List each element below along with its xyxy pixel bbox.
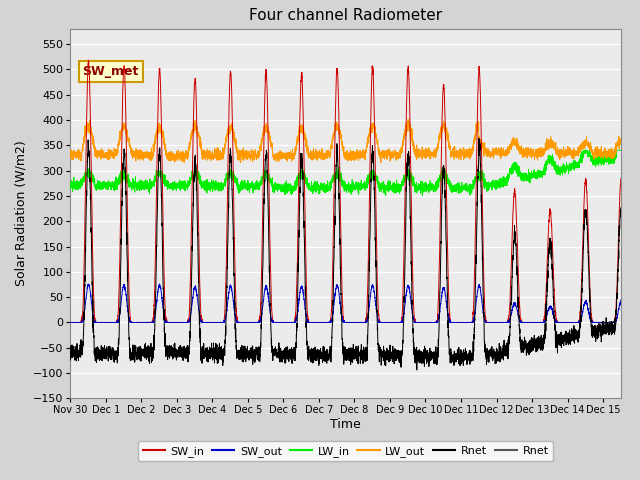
Rnet [325,353,333,359]
SW_out [617,297,625,303]
SW_in [166,320,173,325]
Rnet [325,353,333,359]
Line: SW_out: SW_out [70,284,621,323]
SW_out [616,300,624,305]
Rnet [500,349,508,355]
Title: Four channel Radiometer: Four channel Radiometer [249,9,442,24]
Rnet [469,358,477,363]
LW_in [166,182,173,188]
Y-axis label: Solar Radiation (W/m2): Solar Radiation (W/m2) [15,141,28,287]
Rnet [413,367,420,373]
Rnet [617,205,625,211]
Rnet [500,349,508,355]
SW_in [438,102,446,108]
Line: SW_in: SW_in [70,60,621,323]
SW_out [67,320,74,325]
Rnet [438,191,446,196]
LW_in [325,184,333,190]
LW_in [419,193,426,199]
LW_in [580,147,588,153]
Rnet [166,342,173,348]
SW_in [500,320,508,325]
Text: SW_met: SW_met [83,65,139,78]
Rnet [617,205,625,211]
LW_out [67,150,74,156]
SW_out [438,289,446,295]
SW_in [84,57,92,63]
Rnet [438,191,446,196]
LW_out [325,153,333,159]
Rnet [616,211,624,216]
LW_out [616,140,624,145]
SW_in [325,320,333,325]
LW_out [617,139,625,145]
Rnet [475,135,483,141]
SW_in [617,176,625,181]
Rnet [475,135,483,141]
Rnet [616,211,624,216]
Line: LW_in: LW_in [70,150,621,196]
LW_out [166,158,173,164]
LW_out [469,148,477,154]
Rnet [166,342,173,348]
LW_in [500,177,508,183]
Rnet [67,349,74,355]
SW_out [500,320,508,325]
LW_in [438,179,446,184]
Line: LW_out: LW_out [70,120,621,163]
Line: Rnet: Rnet [70,138,621,370]
LW_out [439,122,447,128]
LW_out [377,160,385,166]
Rnet [469,358,477,363]
LW_in [469,186,477,192]
SW_out [325,320,333,325]
LW_in [67,180,74,185]
Line: Rnet: Rnet [70,138,621,370]
SW_out [166,320,173,325]
LW_in [616,147,624,153]
LW_in [617,147,625,153]
SW_out [469,318,477,324]
LW_out [404,117,412,122]
X-axis label: Time: Time [330,418,361,431]
Rnet [413,367,420,373]
SW_in [616,187,624,192]
SW_in [67,320,74,325]
Legend: SW_in, SW_out, LW_in, LW_out, Rnet, Rnet: SW_in, SW_out, LW_in, LW_out, Rnet, Rnet [138,442,553,461]
SW_in [469,313,477,319]
LW_out [500,150,508,156]
Rnet [67,349,74,355]
SW_out [156,281,163,287]
